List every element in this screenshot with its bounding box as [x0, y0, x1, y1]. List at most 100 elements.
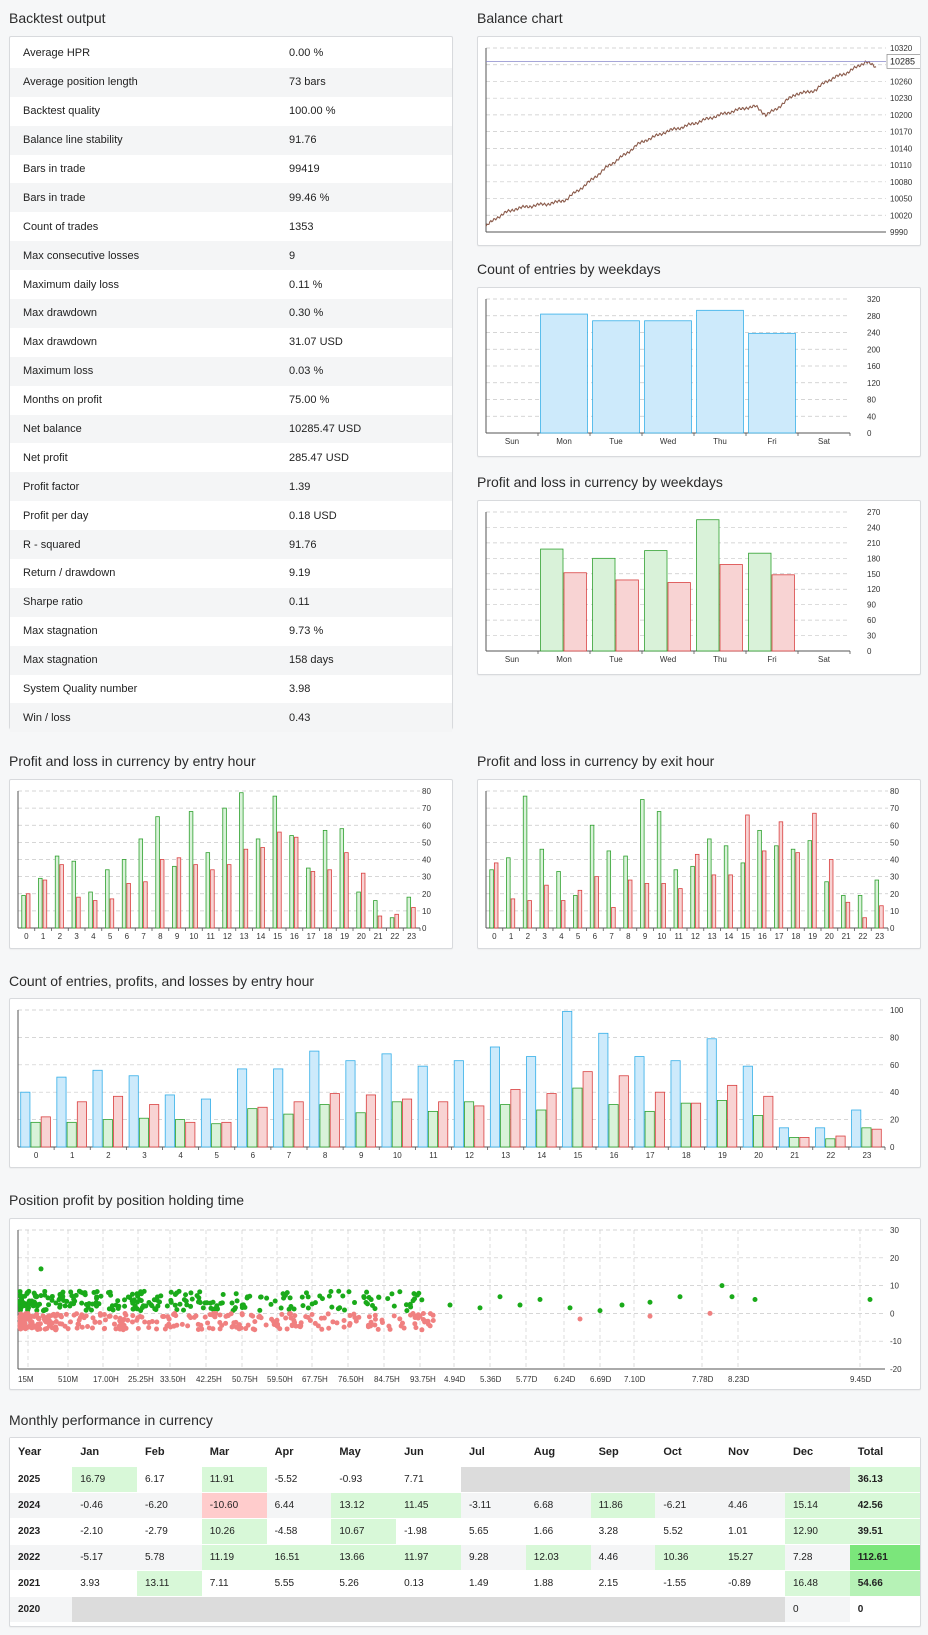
profit-point [389, 1291, 395, 1297]
bar-profit [464, 1101, 475, 1148]
profit-point [300, 1303, 306, 1309]
loss-point [28, 1319, 34, 1325]
bar-profit [757, 829, 762, 929]
x-tick-label: 7 [141, 932, 146, 941]
profit-point [257, 1307, 263, 1313]
bar-loss [879, 905, 884, 929]
month-cell: -1.98 [396, 1517, 461, 1544]
profit-point [752, 1297, 758, 1302]
y-tick-label: 0 [890, 1143, 895, 1152]
bar-profit [30, 1121, 41, 1148]
profit-point [76, 1288, 82, 1294]
profit-point [71, 1296, 77, 1302]
profit-point [196, 1298, 202, 1304]
loss-point [283, 1315, 289, 1321]
weekday-count-title: Count of entries by weekdays [477, 261, 661, 277]
profit-point [158, 1293, 164, 1299]
bar-loss [611, 907, 616, 929]
profit-point [130, 1306, 136, 1312]
profit-point [90, 1301, 96, 1307]
x-tick-label: Mon [556, 437, 572, 446]
y-tick-label: 20 [422, 890, 431, 899]
x-tick-label: 2 [58, 932, 63, 941]
bar-profit [322, 829, 328, 929]
column-header: May [331, 1438, 397, 1466]
profit-point [138, 1291, 144, 1297]
profit-point [38, 1266, 44, 1272]
x-tick-label: 15 [741, 932, 750, 941]
profit-point [419, 1297, 425, 1303]
stat-value: 0.11 % [289, 278, 323, 291]
loss-point [135, 1325, 141, 1331]
bar-count [92, 1069, 103, 1148]
bar-profit [175, 1119, 186, 1148]
holding-time-panel: -20 -10 0 10 20 30 15M 510M 17.00H 25.25H 33.50H 42… [9, 1218, 921, 1390]
bar-profit [121, 859, 127, 929]
x-tick-label: 13 [240, 932, 249, 941]
stat-value: 75.00 % [289, 394, 330, 407]
loss-point [154, 1319, 160, 1325]
stat-value: 0.43 [289, 711, 311, 724]
profit-point [288, 1304, 294, 1310]
profit-point [53, 1300, 59, 1306]
loss-point [219, 1322, 225, 1328]
month-cell: -5.52 [266, 1465, 332, 1492]
loss-point [165, 1314, 171, 1320]
stats-row: Balance line stability 91.76 [10, 125, 452, 155]
x-tick-label: 10 [189, 932, 198, 941]
loss-point [76, 1317, 82, 1323]
profit-point [240, 1302, 246, 1308]
month-cell: 16.48 [784, 1569, 850, 1596]
loss-point [179, 1321, 185, 1327]
profit-point [152, 1306, 158, 1312]
y-tick-label: 80 [422, 787, 431, 796]
bar-loss [763, 1095, 774, 1148]
month-cell: -0.89 [720, 1569, 785, 1596]
column-header: Mar [201, 1438, 267, 1466]
bar-profit [427, 1110, 438, 1148]
profit-point [57, 1304, 63, 1310]
x-tick-label: 14 [724, 932, 733, 941]
profit-point [49, 1297, 55, 1303]
monthly-performance-table: Year Jan Feb Mar Apr May Jun Jul Aug Sep Oct Nov Dec… [10, 1438, 920, 1622]
loss-point [413, 1325, 419, 1331]
stat-value: 9 [289, 249, 296, 262]
loss-point [65, 1326, 71, 1332]
total-cell: 0 [849, 1595, 920, 1622]
month-cell: 5.65 [460, 1517, 526, 1544]
stat-value: 73 bars [289, 76, 326, 89]
profit-point [154, 1297, 160, 1303]
column-header: Jun [396, 1438, 461, 1466]
last-value-box [886, 54, 920, 69]
x-tick-label: 1 [509, 932, 514, 941]
bar-profit [222, 807, 227, 929]
loss-point [130, 1313, 136, 1319]
stats-row: Average position length 73 bars [10, 67, 452, 97]
y-tick-label: 0 [422, 924, 427, 933]
stat-label: Max stagnation [23, 625, 98, 638]
month-cell [331, 1595, 397, 1622]
y-tick-label: 9990 [890, 228, 908, 237]
loss-point [92, 1319, 98, 1325]
x-tick-label: 67.75H [302, 1375, 328, 1384]
loss-point [274, 1317, 280, 1323]
loss-point [46, 1317, 52, 1323]
balance-chart: 1032010290102601023010200101701014010110… [485, 44, 920, 237]
bar-profit [680, 1102, 691, 1148]
bar-loss [678, 888, 683, 929]
loss-point [161, 1313, 167, 1319]
profit-point [376, 1294, 382, 1300]
bar-count [489, 1046, 500, 1148]
exit-hour-pl-panel: 0 10 20 30 40 50 60 70 80 0 1 2 3 4 5 6 7 8 9 10 11 12 13 14 15 1… [477, 779, 921, 949]
x-tick-label: 19 [718, 1151, 727, 1160]
x-tick-label: 21 [374, 932, 383, 941]
month-cell: -0.46 [72, 1491, 137, 1518]
profit-point [647, 1299, 653, 1305]
x-tick-label: 76.50H [338, 1375, 364, 1384]
monthly-title: Monthly performance in currency [9, 1412, 213, 1428]
loss-point [422, 1319, 428, 1325]
profit-point [537, 1297, 543, 1302]
profit-point [140, 1303, 146, 1309]
profit-point [477, 1305, 483, 1311]
x-tick-label: 19 [340, 932, 349, 941]
